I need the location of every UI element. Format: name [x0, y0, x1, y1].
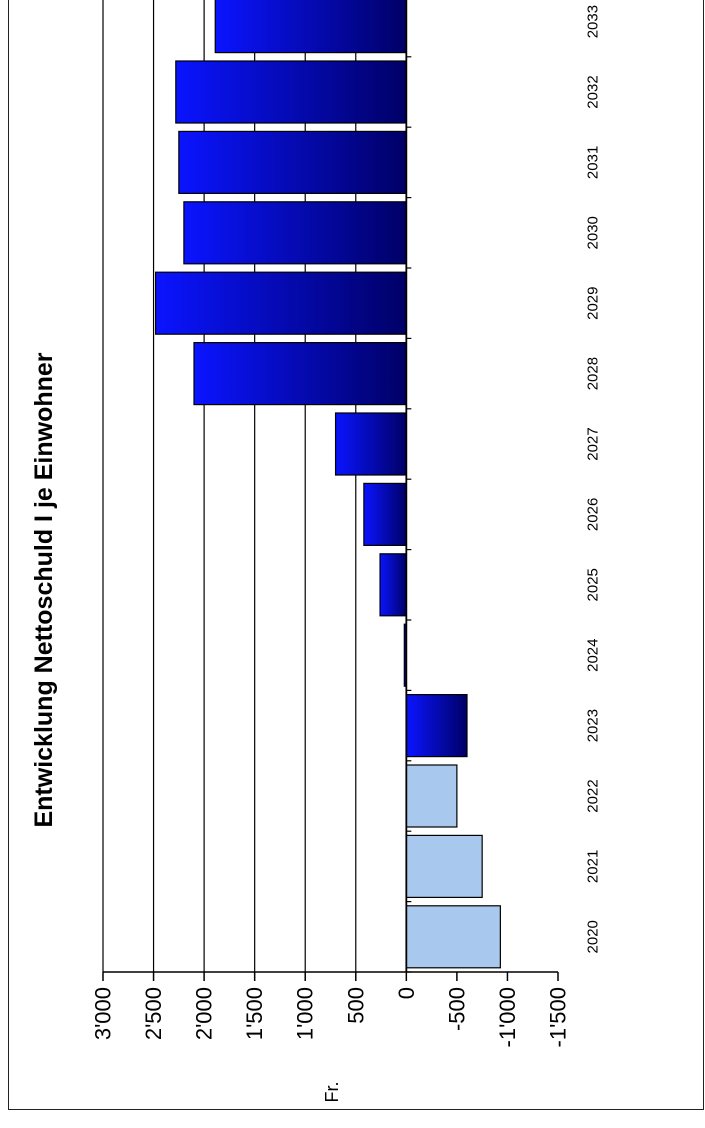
- category-label: 2029: [585, 287, 602, 320]
- category-label: 2028: [585, 357, 602, 390]
- chart-title: Entwicklung Nettoschuld I je Einwohner: [30, 352, 58, 827]
- bar-2022: [405, 764, 458, 828]
- bar-2031: [178, 130, 407, 194]
- category-label: 2030: [585, 216, 602, 249]
- bar-2030: [183, 201, 407, 265]
- value-tick-label: 1'000: [293, 987, 318, 1040]
- bar-2033: [214, 0, 407, 54]
- category-label: 2033: [585, 5, 602, 38]
- category-label: 2022: [585, 779, 602, 812]
- bar-2027: [334, 412, 407, 476]
- category-label: 2025: [585, 568, 602, 601]
- bar-2032: [175, 60, 407, 124]
- bar-2023: [405, 693, 468, 758]
- value-tick-label: 500: [343, 987, 368, 1024]
- category-label: 2024: [585, 639, 602, 672]
- category-label: 2026: [585, 498, 602, 531]
- category-label: 2031: [585, 146, 602, 179]
- bar-2020: [405, 905, 501, 969]
- value-tick-label: 3'000: [91, 987, 116, 1040]
- value-tick-label: -500: [444, 987, 469, 1031]
- category-label: 2027: [585, 427, 602, 460]
- bar-2021: [405, 834, 483, 899]
- bar-2028: [193, 342, 407, 406]
- category-label: 2020: [585, 920, 602, 953]
- bar-2025: [379, 553, 407, 617]
- y-axis-unit-label: Fr.: [322, 1082, 342, 1103]
- bar-2026: [363, 482, 407, 546]
- chart-frame: [8, 0, 704, 1110]
- value-tick-label: 2'000: [192, 987, 217, 1040]
- category-label: 2032: [585, 75, 602, 108]
- category-label: 2021: [585, 850, 602, 883]
- value-tick-label: 0: [394, 987, 419, 999]
- value-tick-label: 2'500: [141, 987, 166, 1040]
- value-tick-label: -1'500: [546, 987, 571, 1047]
- category-label: 2023: [585, 709, 602, 742]
- value-tick-label: -1'000: [495, 987, 520, 1047]
- value-tick-label: 1'500: [242, 987, 267, 1040]
- bar-2029: [154, 271, 407, 335]
